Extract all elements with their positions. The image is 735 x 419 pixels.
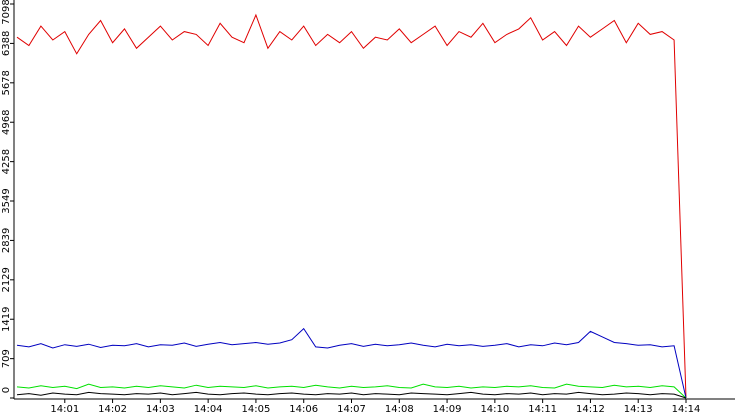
x-tick-label: 14:04 [194, 404, 223, 415]
series-line [16, 13, 687, 399]
x-tick-label: 14:14 [672, 404, 701, 415]
y-tick-label: 4258 [1, 149, 12, 174]
x-tick-label: 14:12 [576, 404, 605, 415]
y-tick-label: 5678 [1, 70, 12, 95]
x-tick-label: 14:01 [50, 404, 79, 415]
x-tick-label: 14:03 [146, 404, 175, 415]
x-tick-label: 14:09 [433, 404, 462, 415]
series-line [16, 327, 687, 399]
x-tick-label: 14:06 [289, 404, 318, 415]
series-line [16, 391, 687, 399]
y-tick-label: 3549 [1, 188, 12, 213]
x-tick-label: 14:07 [337, 404, 366, 415]
y-tick-label: 1419 [1, 307, 12, 332]
y-tick-label: 6388 [1, 31, 12, 56]
y-tick-label: 2839 [1, 228, 12, 253]
x-tick-label: 14:05 [242, 404, 271, 415]
x-tick-label: 14:11 [528, 404, 557, 415]
y-tick-label: 709 [1, 349, 12, 368]
y-tick-label: 4968 [1, 110, 12, 135]
x-tick-label: 14:08 [385, 404, 414, 415]
series-line [16, 383, 687, 399]
x-tick-label: 14:10 [480, 404, 509, 415]
y-tick-label: 7098 [1, 0, 12, 25]
x-tick-label: 14:13 [624, 404, 653, 415]
x-tick-label: 14:02 [98, 404, 127, 415]
y-tick-label: 0 [1, 387, 12, 393]
y-tick-label: 2129 [1, 267, 12, 292]
